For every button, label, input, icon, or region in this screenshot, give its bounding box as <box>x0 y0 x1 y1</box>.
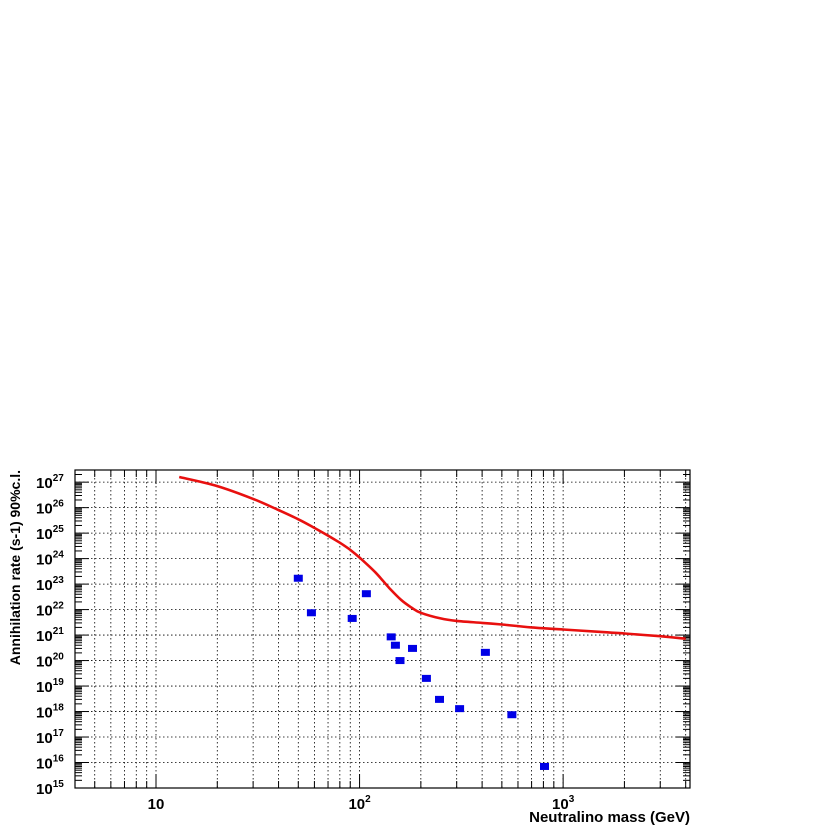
x-tick-labels: 10 102 103 <box>148 794 575 813</box>
y-tick-label: 1017 <box>36 728 64 747</box>
y-tick-label-base: 10 <box>36 730 53 747</box>
y-tick-label: 1027 <box>36 473 64 492</box>
data-point <box>455 705 465 713</box>
y-tick-label-base: 10 <box>36 679 53 696</box>
data-point <box>386 633 396 641</box>
y-tick-label-base: 10 <box>36 705 53 722</box>
y-tick-label: 1026 <box>36 499 64 518</box>
data-point <box>347 614 357 622</box>
y-tick-label-base: 10 <box>36 577 53 594</box>
y-tick-label-base: 10 <box>36 628 53 645</box>
y-tick-label: 1020 <box>36 652 64 671</box>
y-tick-label-base: 10 <box>36 526 53 543</box>
y-tick-label: 1015 <box>36 779 64 798</box>
data-point <box>435 695 445 703</box>
x-tick-label: 103 <box>552 794 575 813</box>
y-tick-label: 1024 <box>36 550 64 569</box>
data-point <box>480 648 490 656</box>
y-axis-title: Annihilation rate (s-1) 90%c.l. <box>7 470 23 665</box>
y-tick-label-exponent: 20 <box>53 652 65 663</box>
y-tick-label-exponent: 15 <box>53 779 65 790</box>
data-point <box>390 641 400 649</box>
plot-frame <box>74 469 691 789</box>
y-tick-label-exponent: 18 <box>53 703 65 714</box>
y-tick-label: 1022 <box>36 601 64 620</box>
y-tick-label: 1023 <box>36 575 64 594</box>
y-tick-label-exponent: 27 <box>53 473 65 484</box>
axis-ticks <box>74 470 690 789</box>
data-point <box>306 609 316 617</box>
x-tick-label-base: 10 <box>348 796 365 813</box>
y-tick-label-exponent: 16 <box>53 754 65 765</box>
y-tick-label-base: 10 <box>36 603 53 620</box>
y-tick-label: 1019 <box>36 677 64 696</box>
y-tick-label-exponent: 22 <box>53 601 65 612</box>
y-tick-label: 1016 <box>36 754 64 773</box>
limit-curve <box>178 475 686 640</box>
y-tick-label-exponent: 25 <box>53 524 65 535</box>
y-tick-label-exponent: 24 <box>53 550 65 561</box>
x-tick-label-exponent: 2 <box>365 794 371 805</box>
y-tick-label-base: 10 <box>36 552 53 569</box>
x-tick-label: 10 <box>148 796 165 813</box>
data-point <box>395 657 405 665</box>
data-point <box>361 590 371 598</box>
limit-curve-line <box>178 475 686 640</box>
data-point <box>540 762 550 770</box>
data-point <box>293 574 303 582</box>
y-tick-label-exponent: 17 <box>53 728 65 739</box>
y-tick-labels: 1015101610171018101910201021102210231024… <box>36 473 64 798</box>
data-point <box>408 644 418 652</box>
y-tick-label-exponent: 19 <box>53 677 65 688</box>
grid <box>74 470 690 789</box>
y-tick-label-base: 10 <box>36 781 53 798</box>
x-axis-title: Neutralino mass (GeV) <box>529 809 690 826</box>
y-tick-label: 1025 <box>36 524 64 543</box>
y-tick-label: 1021 <box>36 626 64 645</box>
y-tick-label-exponent: 23 <box>53 575 65 586</box>
y-tick-label-base: 10 <box>36 501 53 518</box>
data-point <box>421 674 431 682</box>
y-tick-label-base: 10 <box>36 654 53 671</box>
x-tick-label-base: 10 <box>148 796 165 813</box>
x-tick-label-exponent: 3 <box>569 794 575 805</box>
data-point <box>507 711 517 719</box>
y-tick-label-base: 10 <box>36 475 53 492</box>
x-tick-label-base: 10 <box>552 796 569 813</box>
y-tick-label: 1018 <box>36 703 64 722</box>
y-tick-label-exponent: 21 <box>53 626 65 637</box>
x-tick-label: 102 <box>348 794 371 813</box>
y-tick-label-base: 10 <box>36 756 53 773</box>
data-points <box>293 574 550 770</box>
y-tick-label-exponent: 26 <box>53 499 65 510</box>
